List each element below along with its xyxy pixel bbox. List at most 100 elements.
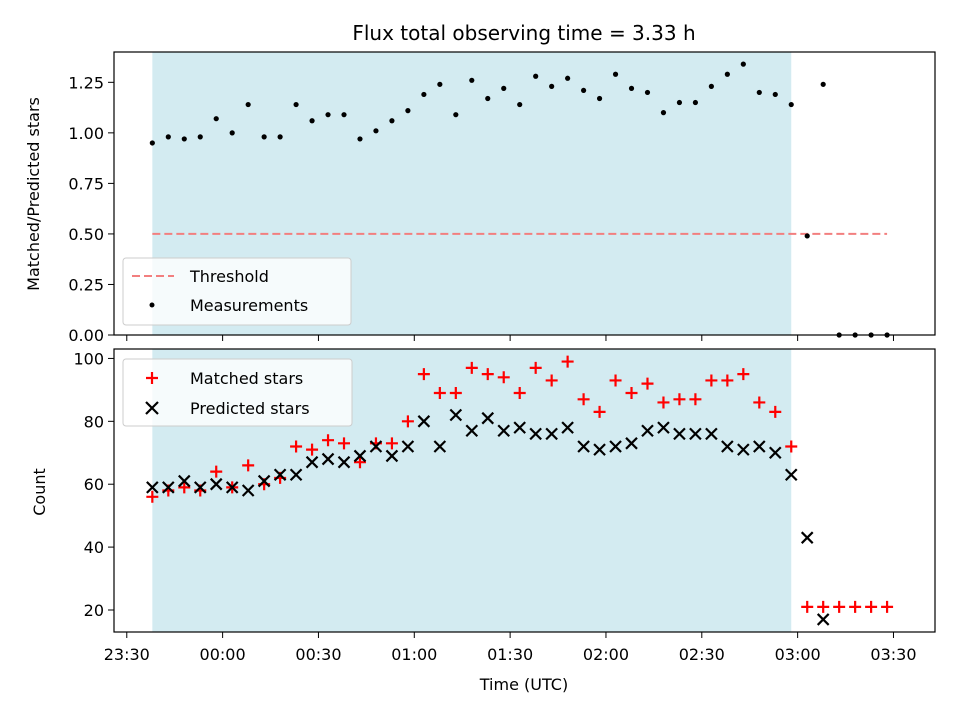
matched-star-point xyxy=(657,396,670,409)
matched-star-point xyxy=(689,393,702,406)
predicted-star-point xyxy=(433,440,447,453)
top-y-tick-label: 0.75 xyxy=(68,174,104,193)
measurement-point xyxy=(149,140,155,146)
bottom-y-ticks: 20 40 60 80 100 xyxy=(73,349,114,620)
x-axis-label: Time (UTC) xyxy=(479,675,568,694)
measurement-point xyxy=(549,83,555,89)
predicted-legend-label: Predicted stars xyxy=(190,399,310,418)
top-y-ticks: 0.00 0.25 0.50 0.75 1.00 1.25 xyxy=(68,73,114,345)
measurement-point xyxy=(373,128,379,134)
measurement-point xyxy=(692,99,699,106)
predicted-star-point xyxy=(561,421,574,434)
predicted-star-point xyxy=(321,452,335,466)
top-legend-box xyxy=(122,257,352,326)
predicted-star-point xyxy=(225,481,239,494)
measurement-point xyxy=(229,130,235,136)
matched-star-point xyxy=(385,437,398,450)
matched-star-point xyxy=(817,600,830,613)
matched-star-point xyxy=(417,368,430,381)
top-axes-frame xyxy=(113,51,936,336)
predicted-star-point xyxy=(673,427,686,441)
predicted-star-point xyxy=(353,449,367,463)
predicted-star-point xyxy=(305,455,319,469)
measurement-point xyxy=(165,134,171,140)
measurement-point xyxy=(788,101,794,108)
predicted-legend-swatch xyxy=(145,401,159,415)
predicted-star-point xyxy=(146,481,159,494)
predicted-star-point xyxy=(609,440,622,453)
x-tick-label: 00:30 xyxy=(295,645,341,664)
top-marks xyxy=(149,61,890,338)
matched-star-point xyxy=(529,361,542,374)
measurement-point xyxy=(405,108,411,114)
matched-star-point xyxy=(785,440,798,453)
x-tick-label: 02:30 xyxy=(679,645,725,664)
matched-star-point xyxy=(242,459,255,472)
measurement-point xyxy=(820,81,826,87)
predicted-star-point xyxy=(641,424,654,438)
predicted-star-point xyxy=(593,443,606,456)
measurement-point xyxy=(261,134,267,140)
top-y-tick-label: 1.25 xyxy=(68,73,104,92)
matched-star-point xyxy=(210,465,223,478)
matched-legend-label: Matched stars xyxy=(190,369,303,388)
predicted-star-point xyxy=(529,427,542,441)
predicted-star-point xyxy=(273,468,287,482)
measurement-point xyxy=(309,118,315,124)
predicted-star-point xyxy=(449,408,463,422)
measurement-point xyxy=(213,116,219,122)
x-tick-label: 01:00 xyxy=(391,645,437,664)
measurement-point xyxy=(708,83,714,89)
top-y-tick-label: 1.00 xyxy=(68,124,104,143)
measurement-point xyxy=(676,99,683,106)
matched-star-point xyxy=(353,456,366,469)
matched-star-point xyxy=(481,368,494,381)
bottom-y-tick-label: 40 xyxy=(84,538,104,557)
measurements-legend-label: Measurements xyxy=(190,296,308,315)
measurement-point xyxy=(644,89,651,96)
x-tick-label: 03:00 xyxy=(775,645,821,664)
x-tick-label: 02:00 xyxy=(583,645,629,664)
measurements-legend-swatch xyxy=(149,302,155,308)
top-y-tick-label: 0.00 xyxy=(68,326,104,345)
bottom-panel: 20 40 60 80 100 23:30 00:00 00:30 01:00 01:30 02:… xyxy=(30,348,936,694)
matched-star-point xyxy=(465,361,478,374)
matched-star-point xyxy=(577,393,590,406)
matched-star-point xyxy=(833,600,846,613)
predicted-star-point xyxy=(784,468,798,482)
measurement-point xyxy=(277,134,283,140)
matched-star-point xyxy=(737,368,750,381)
measurement-point xyxy=(293,101,299,108)
measurement-point xyxy=(341,112,347,118)
predicted-star-point xyxy=(705,427,718,441)
matched-star-point xyxy=(673,393,686,406)
matched-star-point xyxy=(178,481,191,494)
chart-title: Flux total observing time = 3.33 h xyxy=(352,21,695,45)
top-x-ticks xyxy=(126,335,894,341)
measurement-point xyxy=(740,61,746,67)
bottom-y-tick-label: 60 xyxy=(84,475,104,494)
measurement-point xyxy=(772,91,778,98)
matched-star-point xyxy=(146,490,159,503)
measurement-point xyxy=(612,71,619,77)
predicted-star-point xyxy=(385,449,399,463)
matched-star-point xyxy=(513,387,526,400)
matched-star-point xyxy=(497,371,510,384)
measurement-point xyxy=(580,87,587,94)
bottom-x-ticks: 23:30 00:00 00:30 01:00 01:30 02:00 02:30 03:00… xyxy=(104,632,917,664)
top-legend: Threshold Measurements xyxy=(122,257,352,326)
bottom-y-tick-label: 20 xyxy=(84,601,104,620)
measurement-point xyxy=(197,134,203,140)
predicted-star-point xyxy=(689,427,702,441)
predicted-star-point xyxy=(721,440,734,453)
measurement-point xyxy=(389,118,395,124)
measurement-point xyxy=(421,91,427,98)
matched-star-point xyxy=(290,440,303,453)
predicted-star-point xyxy=(401,440,415,453)
measurement-point xyxy=(245,101,251,108)
matched-star-point xyxy=(449,387,462,400)
predicted-star-point xyxy=(577,440,590,453)
measurement-point xyxy=(469,77,475,83)
predicted-star-point xyxy=(193,481,207,494)
bottom-y-tick-label: 100 xyxy=(73,349,104,368)
